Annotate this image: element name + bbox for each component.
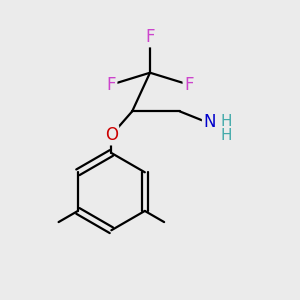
Text: H: H xyxy=(220,128,232,142)
Text: F: F xyxy=(145,28,155,46)
Text: F: F xyxy=(106,76,116,94)
Text: O: O xyxy=(105,126,118,144)
Text: H: H xyxy=(220,114,232,129)
Text: N: N xyxy=(203,113,216,131)
Text: F: F xyxy=(184,76,194,94)
